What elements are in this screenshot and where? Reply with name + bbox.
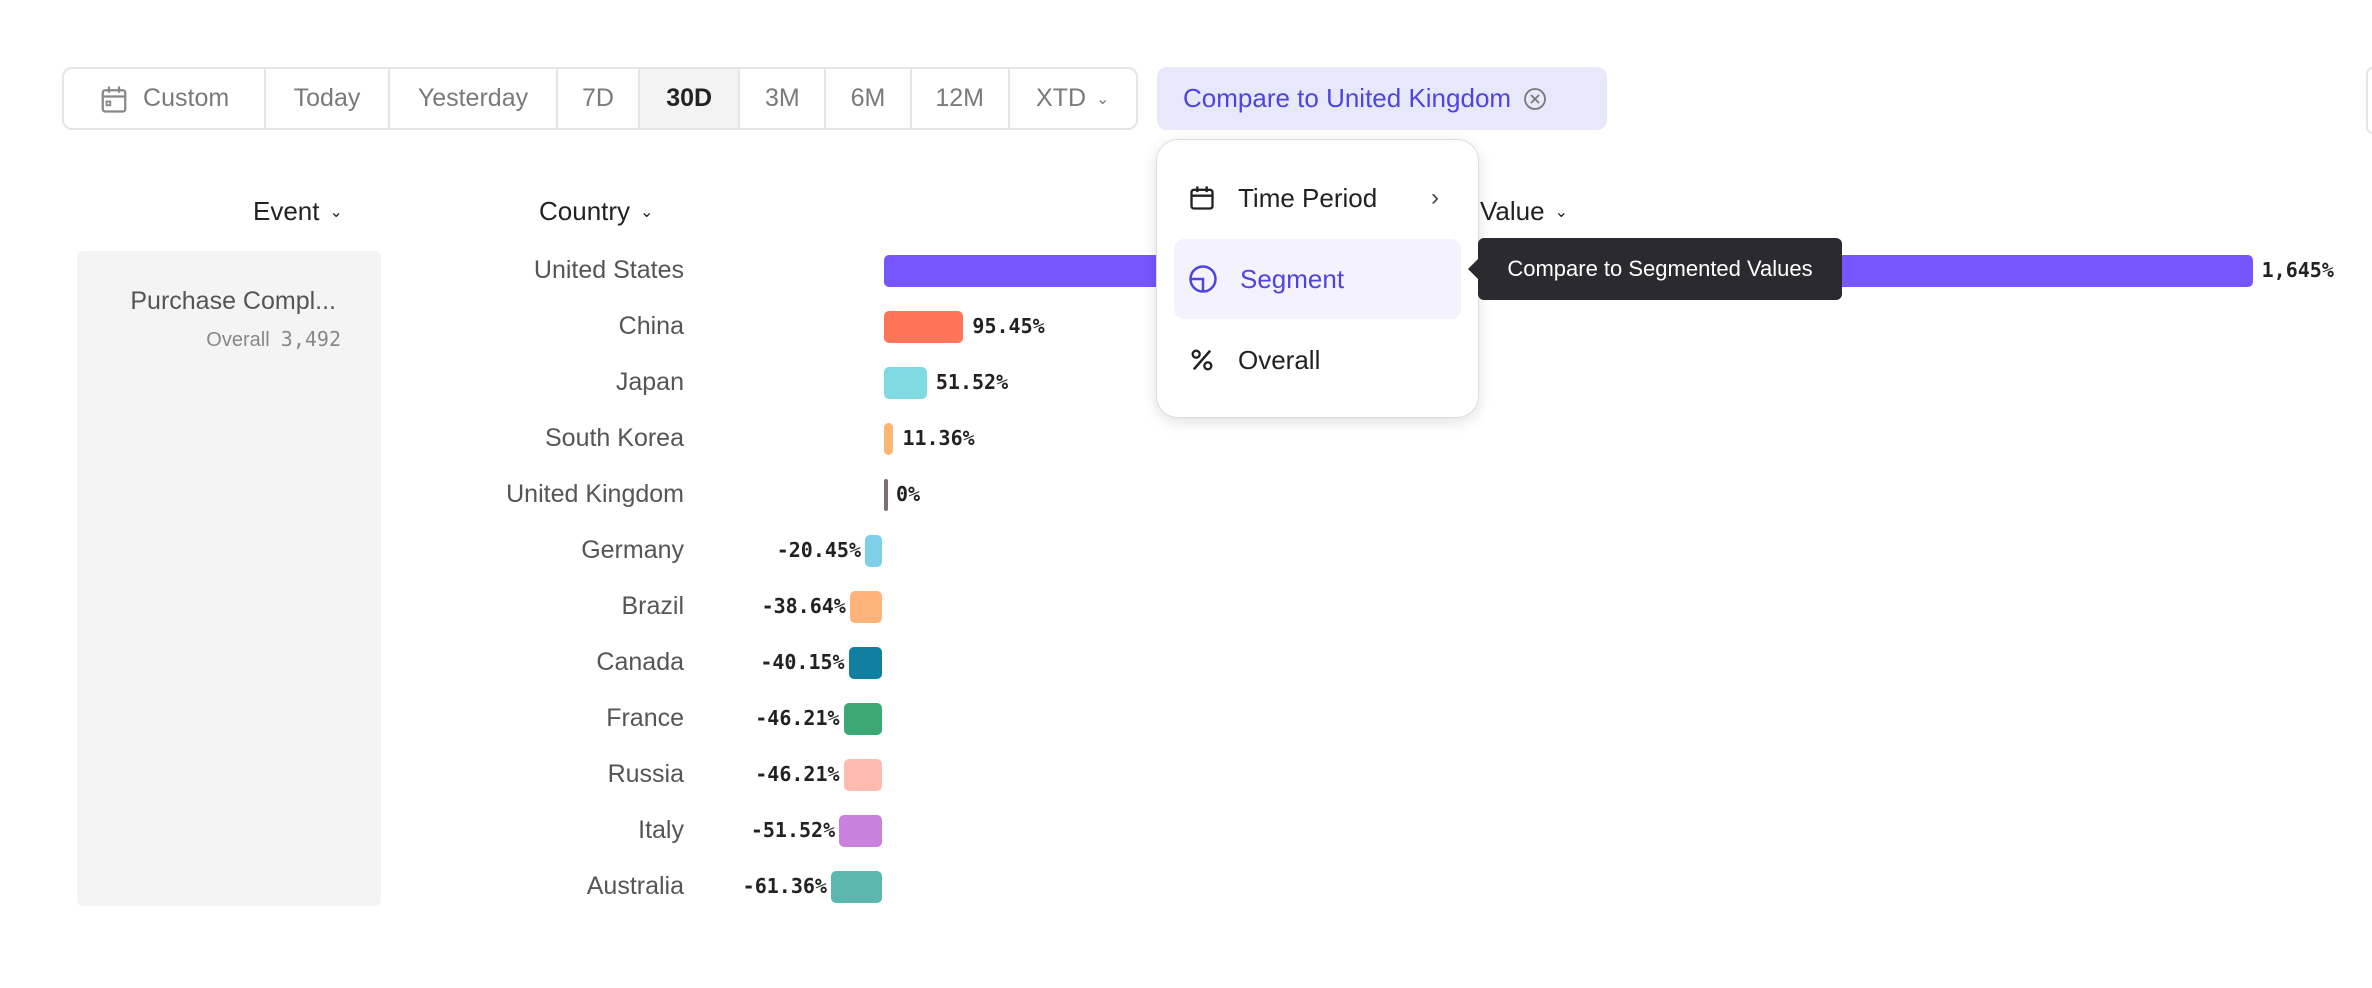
bar[interactable] (843, 703, 882, 735)
bar[interactable] (884, 423, 894, 455)
country-label: Australia (586, 872, 684, 900)
country-label: Russia (607, 760, 684, 788)
bar[interactable] (884, 367, 927, 399)
value-header[interactable]: Value ⌄ (1480, 196, 1568, 227)
event-name: Purchase Compl... (130, 287, 336, 315)
range-label: 7D (582, 84, 614, 112)
compare-menu: Time Period › Segment Overall (1156, 139, 1479, 418)
range-7d-button[interactable]: 7D (558, 69, 640, 128)
range-xtd-button[interactable]: XTD ⌄ (1010, 69, 1137, 128)
bar[interactable] (849, 591, 882, 623)
country-label: China (618, 312, 684, 340)
range-label: XTD (1036, 84, 1087, 112)
percent-icon (1191, 349, 1213, 371)
event-header[interactable]: Event ⌄ (253, 196, 343, 227)
overall-value: 3,492 (280, 327, 341, 351)
value-label: -40.15% (760, 650, 845, 674)
date-range-toolbar: Custom Today Yesterday 7D 30D 3M 6M 12M XTD ⌄ (62, 67, 1138, 130)
range-today-button[interactable]: Today (266, 69, 390, 128)
menu-item-segment[interactable]: Segment (1174, 239, 1461, 319)
country-label: Italy (638, 816, 684, 844)
value-label: -46.21% (755, 762, 840, 786)
overall-label: Overall (206, 329, 270, 351)
range-label: 30D (666, 84, 713, 112)
value-header-label: Value (1480, 196, 1545, 226)
country-header-label: Country (539, 196, 631, 226)
calendar-icon (101, 86, 127, 113)
country-label: United Kingdom (506, 480, 684, 508)
range-label: 6M (850, 84, 886, 112)
value-label: 11.36% (902, 426, 975, 450)
bar[interactable] (864, 535, 882, 567)
value-label: -20.45% (776, 538, 861, 562)
bar[interactable] (843, 759, 882, 791)
bar[interactable] (884, 479, 888, 511)
calendar-icon (1190, 186, 1214, 210)
chevron-down-icon: ⌄ (329, 203, 343, 221)
event-overall: Overall 3,492 (206, 327, 341, 352)
range-custom-button[interactable]: Custom (64, 69, 267, 128)
value-label: 1,645% (2261, 258, 2334, 282)
bar[interactable] (884, 311, 964, 343)
range-label: 3M (764, 84, 800, 112)
country-label: United States (533, 256, 684, 284)
menu-item-overall[interactable]: Overall (1174, 320, 1461, 400)
range-yesterday-button[interactable]: Yesterday (390, 69, 559, 128)
country-label: South Korea (545, 424, 684, 452)
chevron-down-icon: ⌄ (1554, 203, 1568, 221)
menu-item-label: Time Period (1238, 182, 1378, 213)
value-label: 95.45% (972, 314, 1045, 338)
range-30d-button[interactable]: 30D (639, 69, 741, 128)
value-label: 51.52% (935, 370, 1009, 394)
range-6m-button[interactable]: 6M (826, 69, 912, 128)
tooltip: Compare to Segmented Values (1468, 238, 1842, 300)
value-label: 0% (896, 482, 921, 506)
country-label: Japan (615, 368, 684, 396)
range-3m-button[interactable]: 3M (740, 69, 827, 128)
range-label: Custom (143, 84, 230, 112)
chevron-right-icon: › (1431, 184, 1439, 211)
country-label: France (606, 704, 684, 732)
country-label: Brazil (621, 592, 684, 620)
event-panel[interactable]: Purchase Compl... Overall 3,492 (77, 251, 381, 906)
range-label: 12M (935, 84, 984, 112)
bar[interactable] (848, 647, 882, 679)
chevron-down-icon: ⌄ (1096, 90, 1110, 108)
menu-item-label: Segment (1240, 263, 1345, 294)
menu-item-time-period[interactable]: Time Period › (1174, 158, 1461, 238)
value-label: -51.52% (750, 818, 836, 842)
partial-control-edge (2366, 67, 2372, 134)
compare-chip-label[interactable]: Compare to United Kingdom (1183, 83, 1512, 113)
country-label: Germany (581, 536, 684, 564)
chevron-down-icon: ⌄ (640, 203, 654, 221)
menu-item-label: Overall (1238, 344, 1321, 375)
range-label: Yesterday (417, 84, 529, 112)
country-header[interactable]: Country ⌄ (539, 196, 653, 227)
bar[interactable] (839, 815, 882, 847)
segment-pie-icon (1189, 265, 1217, 293)
range-label: Today (293, 84, 361, 112)
value-label: -46.21% (755, 706, 840, 730)
country-label: Canada (596, 648, 684, 676)
close-circle-icon[interactable] (1523, 87, 1547, 111)
event-header-label: Event (253, 196, 320, 226)
value-label: -61.36% (742, 874, 827, 898)
bar[interactable] (830, 871, 882, 903)
value-label: -38.64% (761, 594, 846, 618)
range-12m-button[interactable]: 12M (912, 69, 1010, 128)
compare-chip[interactable]: Compare to United Kingdom (1157, 67, 1607, 130)
